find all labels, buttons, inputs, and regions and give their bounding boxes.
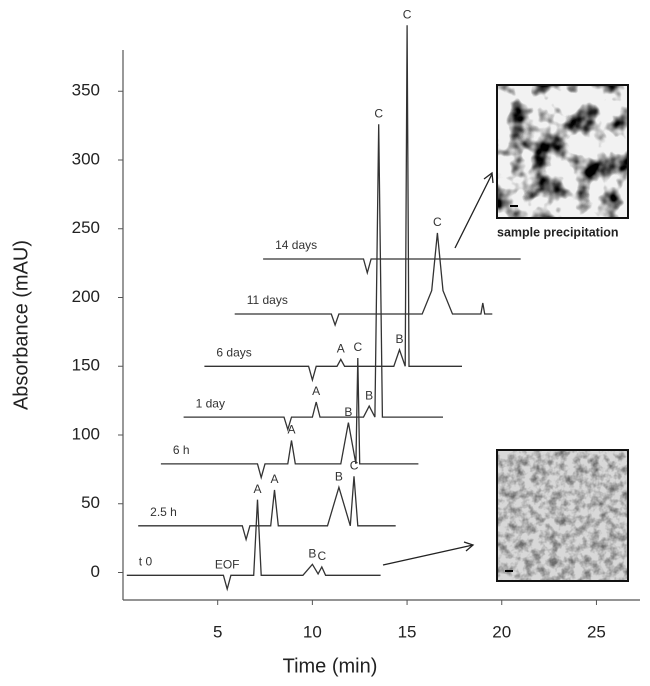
micrograph-bottom	[496, 449, 629, 582]
trace-label: 6 days	[216, 345, 251, 359]
x-tick-label: 25	[587, 622, 606, 641]
trace-label: 1 day	[196, 396, 225, 410]
y-tick-label: 250	[72, 218, 100, 237]
y-tick-label: 150	[72, 356, 100, 375]
peak-label: C	[353, 340, 362, 354]
trace	[160, 357, 419, 481]
peak-label: B	[308, 546, 316, 560]
x-tick-label: 20	[492, 622, 511, 641]
trace	[183, 124, 443, 432]
trace-label: 6 h	[173, 443, 190, 457]
x-tick-label: 15	[398, 622, 417, 641]
peak-label: B	[335, 469, 343, 483]
peak-label: C	[374, 106, 383, 120]
peak-label: A	[312, 384, 320, 398]
peak-label: C	[433, 215, 442, 229]
peak-label: B	[365, 388, 373, 402]
x-tick-label: 5	[213, 622, 222, 641]
peak-label: C	[403, 7, 412, 21]
y-tick-label: 300	[72, 149, 100, 168]
peak-label: EOF	[215, 557, 240, 571]
peak-label: A	[270, 472, 278, 486]
y-tick-label: 0	[91, 562, 100, 581]
y-axis-title: Absorbance (mAU)	[10, 240, 32, 410]
trace-label: 11 days	[247, 293, 288, 307]
trace	[234, 232, 493, 327]
trace-label: t 0	[139, 554, 153, 568]
trace-label: 2.5 h	[150, 505, 177, 519]
trace	[204, 25, 462, 383]
peak-label: A	[288, 423, 296, 437]
micrograph-top	[496, 84, 629, 219]
y-tick-label: 350	[72, 81, 100, 100]
y-tick-label: 50	[81, 493, 100, 512]
y-tick-label: 100	[72, 424, 100, 443]
peak-label: C	[350, 458, 359, 472]
trace	[263, 258, 521, 276]
peak-label: A	[337, 342, 345, 356]
x-axis-title: Time (min)	[283, 655, 378, 677]
trace	[138, 476, 396, 542]
arrows	[382, 171, 494, 566]
peak-label: A	[253, 482, 261, 496]
trace-label: 14 days	[275, 238, 317, 252]
peak-label: B	[395, 332, 403, 346]
y-tick-label: 200	[72, 287, 100, 306]
peak-label: C	[318, 549, 327, 563]
peak-label: B	[344, 405, 352, 419]
caption: sample precipitation	[497, 225, 619, 239]
x-tick-label: 10	[303, 622, 322, 641]
trace	[126, 499, 381, 592]
